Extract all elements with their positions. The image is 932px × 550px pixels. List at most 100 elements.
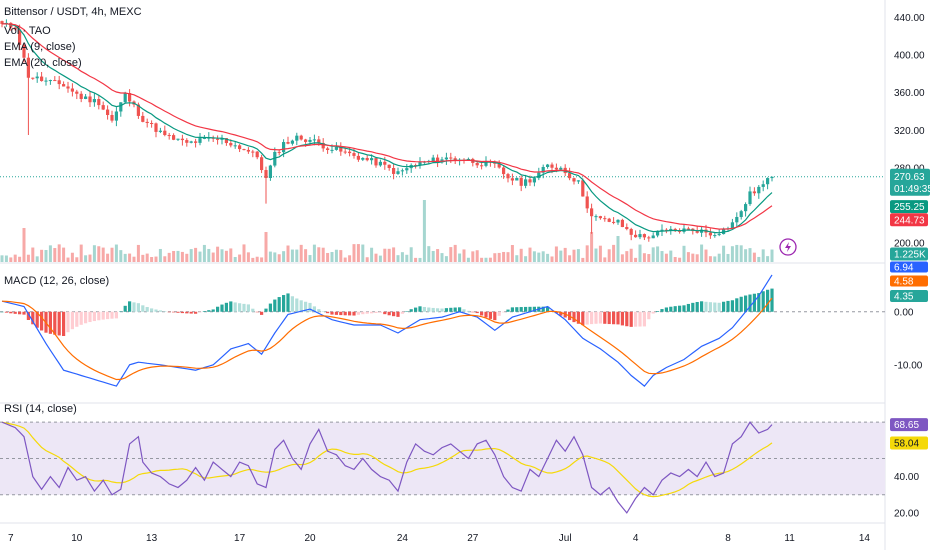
- macd-histogram-bar: [66, 311, 70, 333]
- candle-body: [0, 21, 4, 24]
- macd-histogram-bar: [647, 311, 651, 320]
- candle: [114, 107, 118, 127]
- rsi-axis[interactable]: 40.00 20.00: [894, 472, 919, 519]
- volume-bar: [84, 255, 88, 262]
- candle: [642, 233, 646, 241]
- macd-histogram-bar: [343, 311, 347, 316]
- macd-histogram-bar: [123, 305, 127, 312]
- volume-bar: [141, 254, 145, 262]
- candle-body: [537, 172, 541, 179]
- candle: [695, 225, 699, 234]
- candle-body: [312, 139, 316, 141]
- ema-fast-line: [1, 23, 773, 234]
- candle-body: [334, 146, 338, 150]
- volume-bar: [79, 244, 83, 262]
- volume-bar: [308, 255, 312, 262]
- rsi-ma-line: [1, 421, 773, 498]
- candle-body: [431, 157, 435, 161]
- candle: [123, 91, 127, 104]
- macd-histogram-bar: [132, 302, 136, 312]
- candle: [198, 132, 202, 146]
- candle: [700, 226, 704, 237]
- macd-pane[interactable]: [0, 274, 885, 387]
- candle: [79, 91, 83, 103]
- volume-bar: [739, 245, 743, 262]
- macd-histogram-bar: [396, 311, 400, 317]
- volume-bar: [546, 253, 550, 262]
- candle-body: [255, 151, 259, 158]
- candle: [546, 163, 550, 169]
- bolt-icon[interactable]: [779, 238, 797, 256]
- candle: [480, 162, 484, 170]
- candle-body: [572, 178, 576, 182]
- macd-histogram-bar: [92, 311, 96, 322]
- candle: [686, 226, 690, 230]
- macd-histogram-bar: [744, 295, 748, 312]
- candle-body: [669, 228, 673, 231]
- candle-body: [370, 158, 374, 161]
- macd-histogram-bar: [216, 306, 220, 312]
- macd-histogram-bar: [400, 311, 404, 314]
- price-pane[interactable]: [0, 19, 885, 262]
- volume-bar: [757, 256, 761, 262]
- macd-histogram-bar: [356, 311, 360, 315]
- volume-bar: [101, 247, 105, 262]
- time-axis[interactable]: 7 10 13 17 20 24 27 Jul 4 8 11 14: [8, 533, 870, 544]
- volume-bar: [374, 253, 378, 262]
- candle-body: [84, 96, 88, 99]
- volume-bar: [660, 251, 664, 262]
- macd-histogram-bar: [119, 311, 123, 312]
- macd-line: [1, 274, 773, 387]
- macd-histogram-bar: [559, 311, 563, 316]
- macd-histogram-bar: [211, 309, 215, 312]
- volume-bar: [598, 245, 602, 262]
- candle: [22, 43, 26, 63]
- candle-body: [348, 151, 352, 154]
- volume-bar: [471, 251, 475, 262]
- volume-bar: [312, 244, 316, 262]
- volume-bar: [277, 254, 281, 262]
- volume-bar: [378, 255, 382, 262]
- volume-bar: [40, 249, 44, 262]
- macd-axis[interactable]: 0.00 -10.00: [894, 307, 923, 371]
- candle: [405, 163, 409, 174]
- macd-histogram-bar: [392, 311, 396, 317]
- macd-histogram-bar: [598, 311, 602, 324]
- macd-histogram-bar: [304, 301, 308, 312]
- candle: [739, 209, 743, 220]
- macd-histogram-bar: [418, 306, 422, 312]
- volume-bar: [57, 244, 61, 262]
- macd-histogram-bar: [612, 311, 616, 325]
- volume-bar: [396, 255, 400, 262]
- ema-slow-tag: 244.73: [890, 213, 928, 227]
- candle-body: [748, 191, 752, 205]
- candles: [0, 19, 774, 242]
- histogram-tag-box: [890, 290, 928, 302]
- macd-histogram-bar: [546, 306, 550, 312]
- volume-bar: [233, 257, 237, 262]
- candle-body: [304, 139, 308, 142]
- candle: [189, 140, 193, 144]
- macd-histogram-bar: [497, 311, 501, 316]
- volume-bar: [537, 252, 541, 262]
- candle-body: [189, 141, 193, 143]
- macd-histogram-bar: [471, 311, 475, 313]
- candle-body: [497, 163, 501, 168]
- time-tick-label: 17: [234, 533, 246, 544]
- rsi-pane[interactable]: [0, 421, 885, 514]
- volume-bar: [620, 254, 624, 262]
- candle-body: [387, 164, 391, 168]
- candle-body: [114, 111, 118, 121]
- macd-histogram-bar: [585, 311, 589, 325]
- candle: [590, 203, 594, 234]
- candle: [502, 165, 506, 179]
- volume-bar: [422, 200, 426, 262]
- candle-body: [519, 177, 523, 186]
- macd-histogram-bar: [22, 311, 26, 315]
- volume-bar: [730, 246, 734, 262]
- rsi-ma-tag-box: [890, 436, 928, 450]
- volume-bar: [563, 247, 567, 262]
- macd-histogram-bar: [238, 303, 242, 312]
- macd-histogram-bar: [282, 295, 286, 312]
- volume-bar: [9, 257, 13, 262]
